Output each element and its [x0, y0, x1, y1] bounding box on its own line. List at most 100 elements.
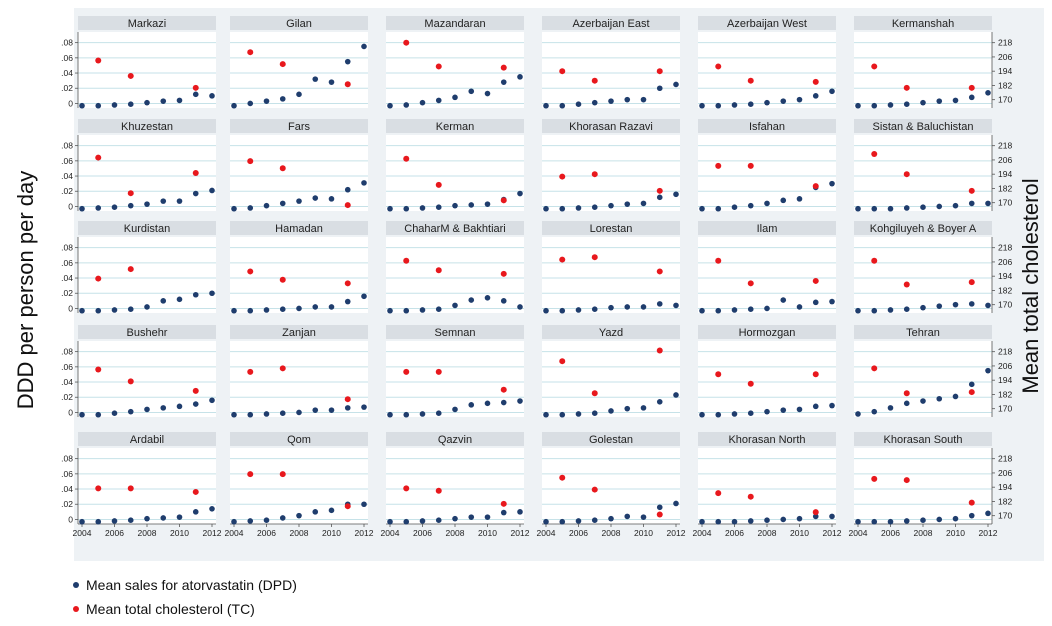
plot-area [698, 237, 836, 313]
panel-kurdistan: Kurdistan 0 .02 .04 .06 .08 [61, 221, 216, 314]
panel-gilan: Gilan [230, 16, 368, 109]
panel-strip [78, 221, 216, 235]
dpd-point [279, 515, 286, 521]
panel-strip [698, 432, 836, 446]
tc-point [127, 266, 134, 273]
tc-point [968, 279, 975, 286]
tc-point [344, 280, 351, 287]
y-tick-label-left: 0 [68, 98, 73, 108]
tc-point [591, 390, 598, 397]
tc-point [903, 390, 910, 397]
tc-point [903, 84, 910, 91]
dpd-point [968, 381, 975, 388]
tc-point [344, 202, 351, 209]
y-tick-label-left: .08 [61, 141, 73, 151]
dpd-point [608, 202, 614, 209]
panel-strip [542, 221, 680, 235]
dpd-point [263, 202, 270, 209]
dpd-point [111, 204, 118, 210]
y-tick-label-right: 170 [998, 198, 1012, 208]
dpd-point [855, 205, 861, 212]
panel-hormozgan: Hormozgan [698, 325, 836, 418]
panel-azerbaijan-east: Azerbaijan East [542, 16, 680, 109]
dpd-point [452, 94, 458, 101]
dpd-point [624, 513, 631, 520]
dpd-point [435, 306, 442, 313]
plot-area [386, 341, 524, 417]
dpd-point [731, 204, 738, 210]
tc-point [403, 485, 410, 492]
dpd-point [79, 205, 85, 212]
dpd-point [575, 101, 582, 107]
panel-title: Ardabil [130, 434, 164, 446]
dpd-point [312, 407, 319, 413]
dpd-point [484, 295, 491, 301]
plot-area [542, 448, 680, 524]
dpd-point [344, 186, 351, 193]
y-tick-label-left: .04 [61, 171, 73, 181]
y-tick-label-right: 182 [998, 389, 1012, 399]
dpd-point [95, 307, 102, 314]
tc-point [247, 49, 254, 56]
panel-title: Gilan [286, 18, 312, 30]
dpd-point [796, 515, 803, 522]
tc-point [403, 39, 410, 46]
x-tick-label: 2006 [105, 528, 124, 538]
y-tick-label-left: .02 [61, 499, 73, 509]
y-tick-label-left: 0 [68, 303, 73, 313]
panel-isfahan: Isfahan [698, 119, 836, 212]
tc-point [715, 63, 722, 70]
dpd-point [829, 402, 835, 409]
dpd-point [559, 102, 566, 109]
dpd-point [247, 411, 254, 418]
tc-point [247, 368, 254, 375]
dpd-point [209, 187, 215, 194]
dpd-point [484, 400, 491, 407]
tc-point [903, 281, 910, 288]
dpd-point [279, 306, 286, 313]
dpd-point [747, 101, 754, 107]
y-tick-label-left: .02 [61, 288, 73, 298]
dpd-point [812, 403, 819, 410]
dpd-point [731, 518, 738, 525]
x-tick-label: 2008 [758, 528, 777, 538]
panel-khorasan-south: Khorasan South 170 182 194 206 218 2004 2006 200… [849, 432, 1012, 538]
dpd-point [871, 518, 878, 525]
dpd-point [699, 205, 705, 212]
dpd-point [435, 204, 442, 210]
tc-point [95, 154, 102, 161]
dpd-point [387, 518, 393, 525]
panel-title: Kermanshah [892, 18, 954, 30]
tc-point [656, 347, 663, 354]
panel-title: Mazandaran [424, 18, 485, 30]
panel-strip [854, 432, 992, 446]
panel-strip [78, 432, 216, 446]
dpd-point [591, 204, 598, 210]
tc-point [247, 471, 254, 478]
dpd-point [920, 398, 926, 404]
x-tick-label: 2008 [602, 528, 621, 538]
panel-strip [854, 221, 992, 235]
dpd-point [419, 99, 426, 106]
dpd-point [192, 291, 199, 298]
panel-lorestan: Lorestan [542, 221, 680, 314]
panel-title: Yazd [599, 327, 623, 339]
panel-title: Khorasan South [884, 434, 963, 446]
panel-title: Bushehr [127, 327, 168, 339]
dpd-point [452, 515, 458, 522]
y-tick-label-left: .06 [61, 258, 73, 268]
panel-kermanshah: Kermanshah 170 182 194 206 218 [854, 16, 1012, 109]
y-tick-label-left: .04 [61, 377, 73, 387]
tc-point [192, 84, 199, 91]
tc-point [279, 365, 286, 372]
y-tick-label-left: .08 [61, 347, 73, 357]
dpd-point [673, 191, 679, 198]
dpd-point [985, 510, 991, 517]
dpd-point [656, 85, 663, 92]
dpd-point [144, 515, 150, 522]
panel-strip [698, 221, 836, 235]
y-tick-label-right: 182 [998, 496, 1012, 506]
x-tick-label: 2012 [823, 528, 842, 538]
dpd-point [361, 501, 367, 508]
tc-point [435, 368, 442, 375]
